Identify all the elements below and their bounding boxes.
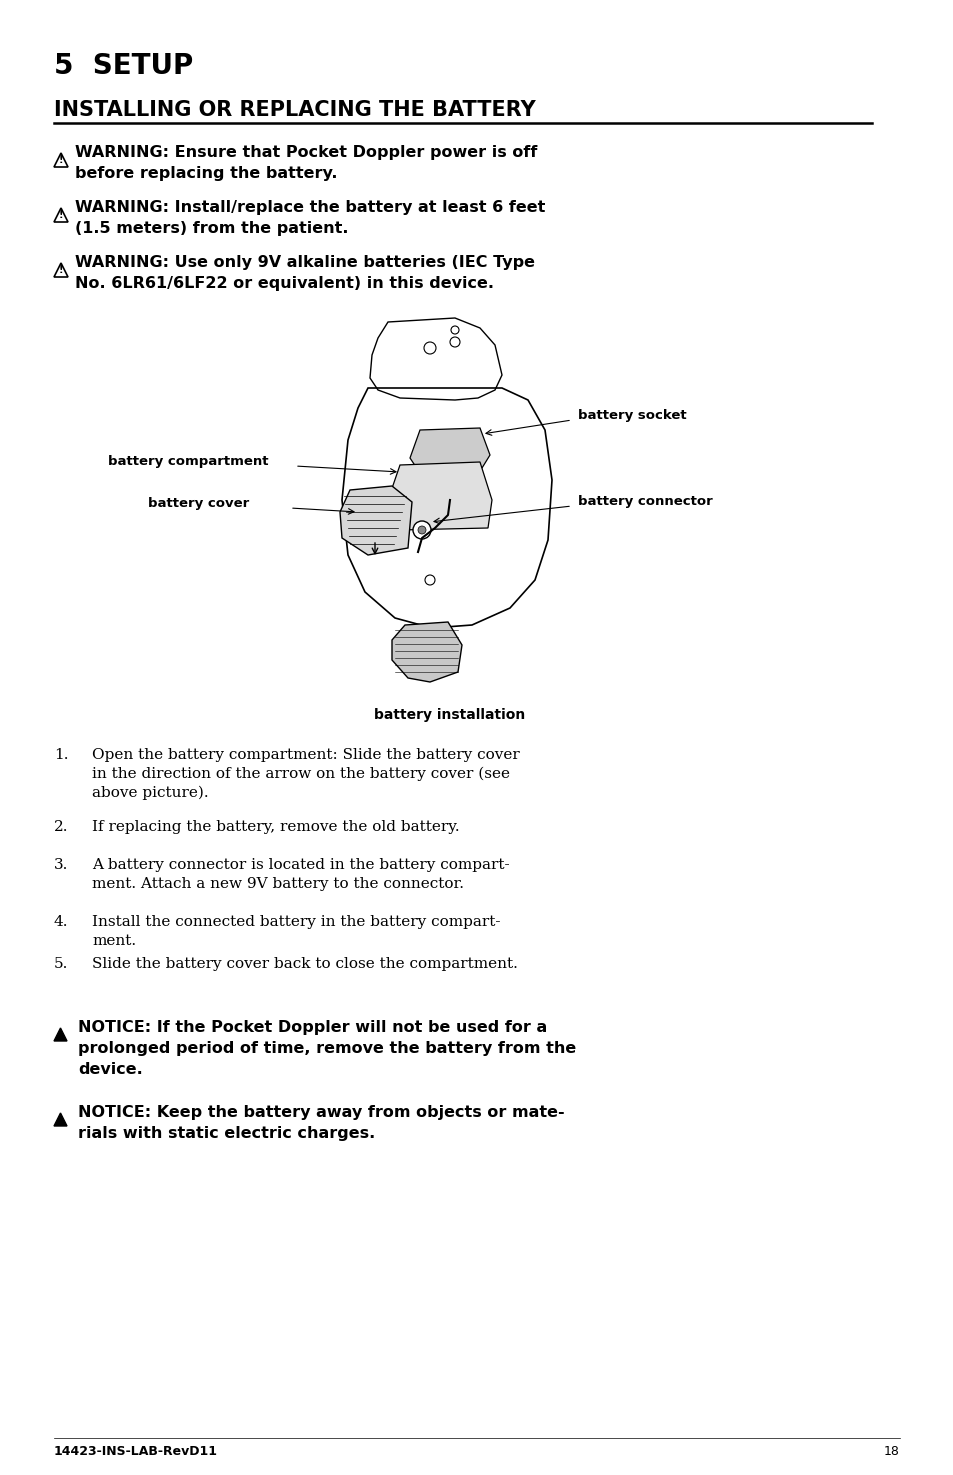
Text: 5.: 5. xyxy=(54,957,69,971)
Text: 3.: 3. xyxy=(54,858,69,872)
Text: WARNING: Ensure that Pocket Doppler power is off: WARNING: Ensure that Pocket Doppler powe… xyxy=(75,145,537,159)
Text: Install the connected battery in the battery compart-: Install the connected battery in the bat… xyxy=(91,914,500,929)
Circle shape xyxy=(417,527,426,534)
Text: 2.: 2. xyxy=(54,820,69,833)
Text: device.: device. xyxy=(78,1062,143,1077)
Text: 5  SETUP: 5 SETUP xyxy=(54,52,193,80)
Polygon shape xyxy=(392,622,461,681)
Text: NOTICE: Keep the battery away from objects or mate-: NOTICE: Keep the battery away from objec… xyxy=(78,1105,564,1120)
Text: WARNING: Install/replace the battery at least 6 feet: WARNING: Install/replace the battery at … xyxy=(75,201,545,215)
Text: battery compartment: battery compartment xyxy=(108,456,268,469)
Text: battery cover: battery cover xyxy=(148,497,249,510)
Circle shape xyxy=(413,521,431,538)
Polygon shape xyxy=(54,1028,67,1041)
Text: ment. Attach a new 9V battery to the connector.: ment. Attach a new 9V battery to the con… xyxy=(91,878,463,891)
Polygon shape xyxy=(410,428,490,471)
Text: If replacing the battery, remove the old battery.: If replacing the battery, remove the old… xyxy=(91,820,459,833)
Text: 14423-INS-LAB-RevD11: 14423-INS-LAB-RevD11 xyxy=(54,1446,218,1457)
Text: prolonged period of time, remove the battery from the: prolonged period of time, remove the bat… xyxy=(78,1041,576,1056)
Text: before replacing the battery.: before replacing the battery. xyxy=(75,167,337,181)
Text: battery connector: battery connector xyxy=(578,496,712,509)
Text: 4.: 4. xyxy=(54,914,69,929)
Text: rials with static electric charges.: rials with static electric charges. xyxy=(78,1125,375,1142)
Text: Open the battery compartment: Slide the battery cover: Open the battery compartment: Slide the … xyxy=(91,748,519,763)
Text: !: ! xyxy=(59,155,63,165)
Polygon shape xyxy=(388,462,492,530)
Text: A battery connector is located in the battery compart-: A battery connector is located in the ba… xyxy=(91,858,509,872)
Text: Slide the battery cover back to close the compartment.: Slide the battery cover back to close th… xyxy=(91,957,517,971)
Text: No. 6LR61/6LF22 or equivalent) in this device.: No. 6LR61/6LF22 or equivalent) in this d… xyxy=(75,276,494,291)
Text: battery installation: battery installation xyxy=(374,708,525,721)
Text: 1.: 1. xyxy=(54,748,69,763)
Text: INSTALLING OR REPLACING THE BATTERY: INSTALLING OR REPLACING THE BATTERY xyxy=(54,100,536,119)
Text: ment.: ment. xyxy=(91,934,136,948)
Text: in the direction of the arrow on the battery cover (see: in the direction of the arrow on the bat… xyxy=(91,767,510,782)
Polygon shape xyxy=(339,485,412,555)
Text: !: ! xyxy=(59,209,63,220)
Text: NOTICE: If the Pocket Doppler will not be used for a: NOTICE: If the Pocket Doppler will not b… xyxy=(78,1021,547,1035)
Text: (1.5 meters) from the patient.: (1.5 meters) from the patient. xyxy=(75,221,348,236)
Polygon shape xyxy=(54,1114,67,1125)
Text: battery socket: battery socket xyxy=(578,410,686,422)
Text: above picture).: above picture). xyxy=(91,786,209,801)
Text: 18: 18 xyxy=(883,1446,899,1457)
Text: !: ! xyxy=(59,266,63,274)
Text: WARNING: Use only 9V alkaline batteries (IEC Type: WARNING: Use only 9V alkaline batteries … xyxy=(75,255,535,270)
